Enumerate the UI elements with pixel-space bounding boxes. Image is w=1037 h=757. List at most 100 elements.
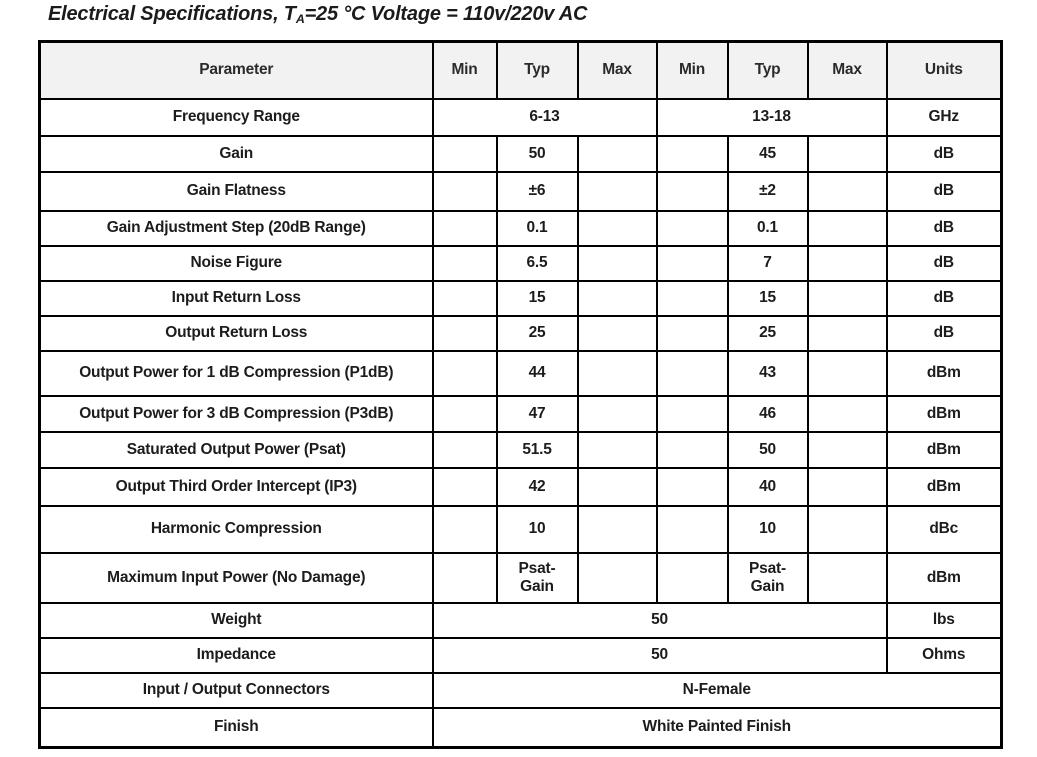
units-cell: dBm xyxy=(885,430,1003,469)
table-row: Input Return Loss 15 15 dB xyxy=(38,279,1003,317)
value-cell xyxy=(431,504,498,554)
value-cell xyxy=(576,314,658,352)
header-cell: Max xyxy=(576,40,658,100)
param-cell: Finish xyxy=(38,706,434,749)
table-row: Output Power for 3 dB Compression (P3dB)… xyxy=(38,394,1003,433)
header-cell: Units xyxy=(885,40,1003,100)
value-cell xyxy=(655,244,729,282)
value-cell: 15 xyxy=(726,279,809,317)
value-cell xyxy=(806,551,888,604)
value-cell xyxy=(655,551,729,604)
units-cell: Ohms xyxy=(885,636,1003,674)
value-cell: 13-18 xyxy=(655,97,888,137)
param-cell: Output Return Loss xyxy=(38,314,434,352)
value-cell xyxy=(806,209,888,247)
value-cell xyxy=(655,170,729,212)
value-cell: ±6 xyxy=(495,170,579,212)
value-cell xyxy=(806,134,888,173)
table-row: Harmonic Compression 10 10 dBc xyxy=(38,504,1003,554)
value-cell xyxy=(806,466,888,507)
units-cell: GHz xyxy=(885,97,1003,137)
table-row: Input / Output Connectors N-Female xyxy=(38,671,1003,709)
value-cell xyxy=(806,244,888,282)
value-cell xyxy=(576,244,658,282)
value-cell xyxy=(431,551,498,604)
param-cell: Input Return Loss xyxy=(38,279,434,317)
value-cell: 6.5 xyxy=(495,244,579,282)
value-cell xyxy=(655,314,729,352)
header-row: Parameter Min Typ Max Min Typ Max Units xyxy=(38,40,1003,100)
value-cell xyxy=(655,279,729,317)
page-title: Electrical Specifications, TA=25 °C Volt… xyxy=(48,3,588,26)
value-cell: 10 xyxy=(726,504,809,554)
table-row: Output Third Order Intercept (IP3) 42 40 dB… xyxy=(38,466,1003,507)
table-row: Gain Adjustment Step (20dB Range) 0.1 0.1 d… xyxy=(38,209,1003,247)
value-cell xyxy=(431,209,498,247)
units-cell: dB xyxy=(885,134,1003,173)
value-cell: 47 xyxy=(495,394,579,433)
value-cell: 45 xyxy=(726,134,809,173)
units-cell: dB xyxy=(885,244,1003,282)
value-cell xyxy=(431,134,498,173)
title-prefix: Electrical Specifications, T xyxy=(48,3,296,25)
value-cell xyxy=(655,209,729,247)
param-cell: Frequency Range xyxy=(38,97,434,137)
value-cell: 50 xyxy=(431,636,888,674)
value-cell xyxy=(655,466,729,507)
table-row: Output Power for 1 dB Compression (P1dB)… xyxy=(38,349,1003,397)
electrical-specifications-table: Parameter Min Typ Max Min Typ Max Units Frequen… xyxy=(38,40,1003,749)
value-cell xyxy=(655,430,729,469)
header-cell: Max xyxy=(806,40,888,100)
table-row: Output Return Loss 25 25 dB xyxy=(38,314,1003,352)
value-cell: 50 xyxy=(495,134,579,173)
value-cell xyxy=(655,349,729,397)
table-body: Frequency Range 6-13 13-18 GHz Gain 50 45 dB Gai… xyxy=(38,97,1003,749)
units-cell: dBm xyxy=(885,551,1003,604)
value-cell xyxy=(806,349,888,397)
value-cell: 43 xyxy=(726,349,809,397)
table-row: Frequency Range 6-13 13-18 GHz xyxy=(38,97,1003,137)
value-cell xyxy=(576,279,658,317)
value-cell: 15 xyxy=(495,279,579,317)
value-cell xyxy=(806,430,888,469)
value-cell: Psat- Gain xyxy=(726,551,809,604)
units-cell: dBm xyxy=(885,466,1003,507)
param-cell: Weight xyxy=(38,601,434,639)
table-row: Weight 50 lbs xyxy=(38,601,1003,639)
param-cell: Gain xyxy=(38,134,434,173)
value-cell xyxy=(576,466,658,507)
param-cell: Gain Adjustment Step (20dB Range) xyxy=(38,209,434,247)
value-cell xyxy=(806,279,888,317)
value-cell xyxy=(576,394,658,433)
value-cell xyxy=(576,430,658,469)
value-cell: 25 xyxy=(726,314,809,352)
value-cell xyxy=(806,394,888,433)
header-cell: Typ xyxy=(495,40,579,100)
value-cell: 50 xyxy=(431,601,888,639)
table-row: Impedance 50 Ohms xyxy=(38,636,1003,674)
title-suffix: =25 °C Voltage = 110v/220v AC xyxy=(304,3,588,25)
table-row: Gain 50 45 dB xyxy=(38,134,1003,173)
header-cell: Min xyxy=(655,40,729,100)
value-cell: 46 xyxy=(726,394,809,433)
param-cell: Maximum Input Power (No Damage) xyxy=(38,551,434,604)
value-cell xyxy=(431,466,498,507)
param-cell: Harmonic Compression xyxy=(38,504,434,554)
value-cell xyxy=(431,430,498,469)
param-cell: Output Power for 1 dB Compression (P1dB) xyxy=(38,349,434,397)
param-cell: Output Power for 3 dB Compression (P3dB) xyxy=(38,394,434,433)
table-row: Maximum Input Power (No Damage) Psat- Gai… xyxy=(38,551,1003,604)
value-cell xyxy=(431,349,498,397)
units-cell: dBm xyxy=(885,394,1003,433)
header-cell: Min xyxy=(431,40,498,100)
units-cell: lbs xyxy=(885,601,1003,639)
units-cell: White Painted Finish xyxy=(431,706,1003,749)
value-cell xyxy=(655,394,729,433)
value-cell xyxy=(431,394,498,433)
param-cell: Output Third Order Intercept (IP3) xyxy=(38,466,434,507)
value-cell: 10 xyxy=(495,504,579,554)
value-cell xyxy=(431,314,498,352)
header-cell: Parameter xyxy=(38,40,434,100)
value-cell xyxy=(576,504,658,554)
value-cell: 40 xyxy=(726,466,809,507)
